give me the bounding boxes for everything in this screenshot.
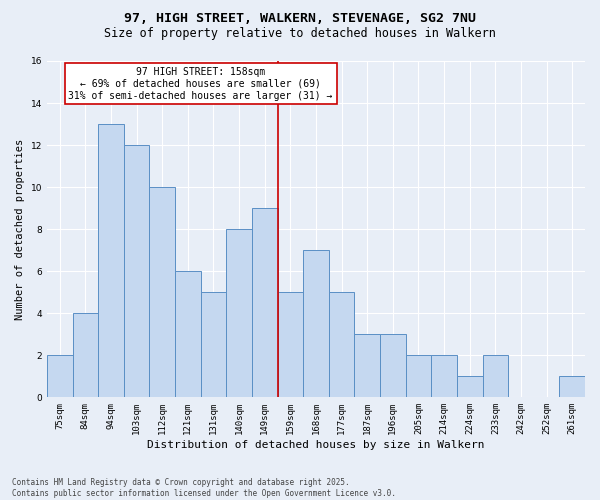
Bar: [431, 356, 457, 398]
Bar: [457, 376, 482, 398]
Bar: [303, 250, 329, 398]
Bar: [175, 271, 200, 398]
Bar: [47, 356, 73, 398]
Bar: [380, 334, 406, 398]
Y-axis label: Number of detached properties: Number of detached properties: [15, 138, 25, 320]
Bar: [482, 356, 508, 398]
Text: 97 HIGH STREET: 158sqm
← 69% of detached houses are smaller (69)
31% of semi-det: 97 HIGH STREET: 158sqm ← 69% of detached…: [68, 68, 333, 100]
Text: Contains HM Land Registry data © Crown copyright and database right 2025.
Contai: Contains HM Land Registry data © Crown c…: [12, 478, 396, 498]
Bar: [559, 376, 585, 398]
Bar: [124, 145, 149, 398]
X-axis label: Distribution of detached houses by size in Walkern: Distribution of detached houses by size …: [147, 440, 485, 450]
Bar: [73, 313, 98, 398]
Bar: [226, 229, 252, 398]
Bar: [278, 292, 303, 398]
Bar: [406, 356, 431, 398]
Bar: [149, 187, 175, 398]
Bar: [200, 292, 226, 398]
Bar: [252, 208, 278, 398]
Bar: [98, 124, 124, 398]
Text: Size of property relative to detached houses in Walkern: Size of property relative to detached ho…: [104, 28, 496, 40]
Bar: [329, 292, 355, 398]
Text: 97, HIGH STREET, WALKERN, STEVENAGE, SG2 7NU: 97, HIGH STREET, WALKERN, STEVENAGE, SG2…: [124, 12, 476, 26]
Bar: [355, 334, 380, 398]
